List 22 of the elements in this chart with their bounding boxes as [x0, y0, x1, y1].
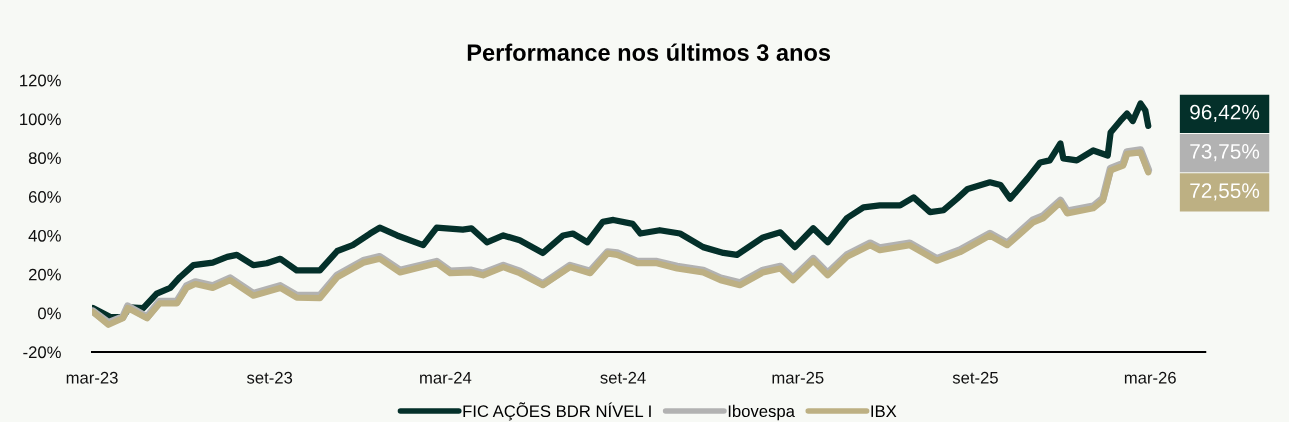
x-tick-label: set-24: [600, 371, 646, 384]
annotation: 96,42%: [1190, 104, 1260, 122]
x-tick-label: mar-25: [772, 371, 824, 384]
y-tick-label: 40%: [28, 229, 61, 242]
annotation: 72,55%: [1190, 183, 1260, 201]
y-tick-label: 0%: [38, 307, 61, 320]
annotation: 73,75%: [1190, 144, 1260, 162]
y-tick-label: 100%: [20, 113, 61, 126]
x-tick-label: mar-24: [420, 371, 472, 384]
y-tick-label: 120%: [20, 74, 61, 87]
y-tick-label: -20%: [23, 346, 61, 359]
chart-title: Performance nos últimos 3 anos: [467, 43, 831, 61]
x-tick-label: set-25: [952, 371, 998, 384]
x-tick-label: mar-26: [1124, 371, 1176, 384]
x-tick-label: set-23: [246, 371, 293, 384]
legend-label: IBX: [871, 405, 897, 417]
legend-label: Ibovespa: [728, 404, 795, 421]
y-tick-label: 80%: [28, 152, 61, 165]
y-tick-label: 60%: [28, 191, 61, 203]
x-tick-label: mar-23: [66, 371, 118, 384]
y-tick-label: 20%: [28, 268, 61, 281]
legend-label: FIC AÇÕES BDR NÍVEL I: [463, 402, 651, 421]
